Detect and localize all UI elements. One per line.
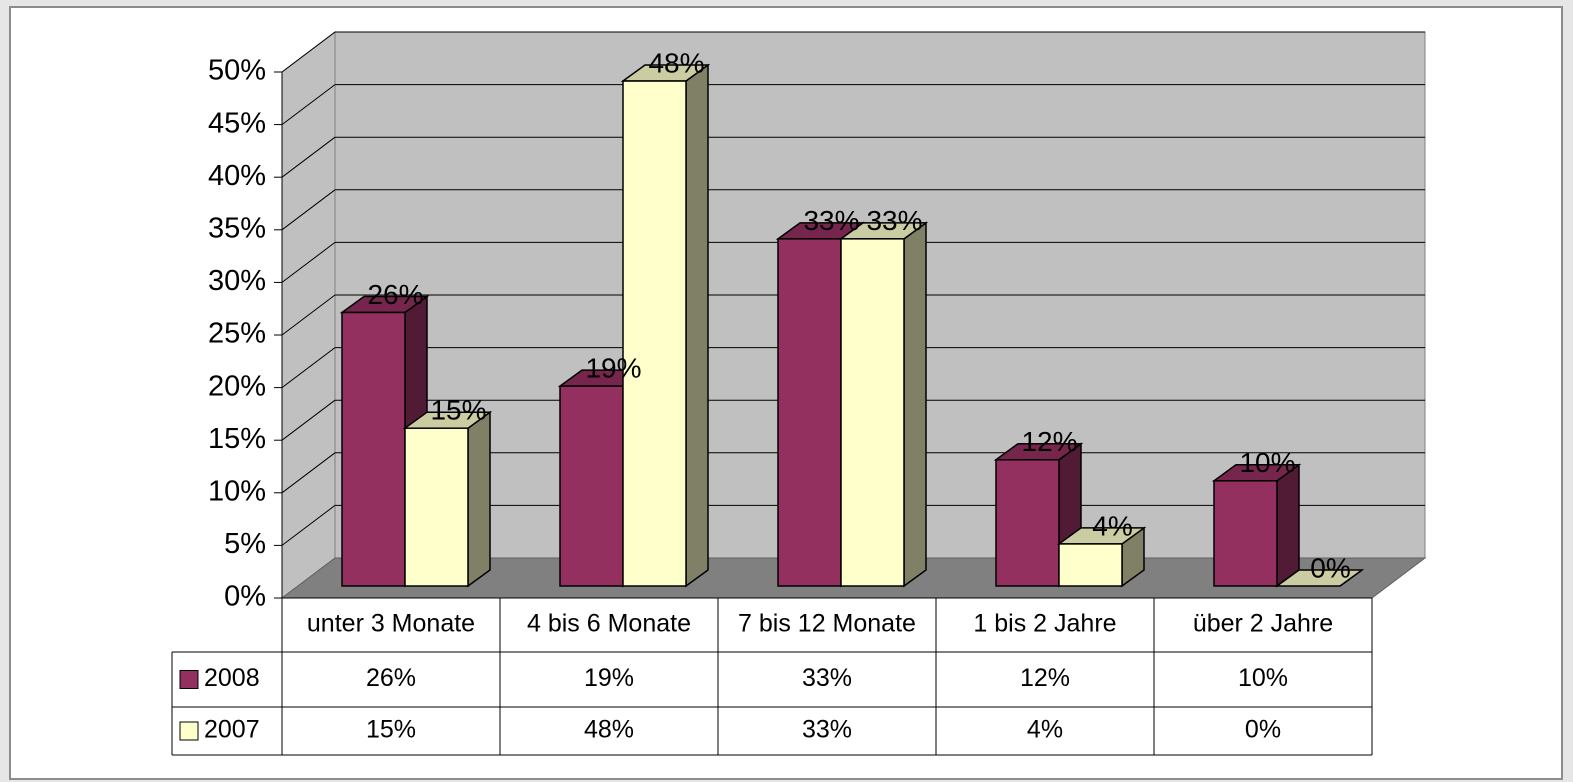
bar (840, 238, 905, 587)
bar (341, 311, 406, 587)
value-label: 48% (648, 47, 704, 78)
legend-swatch (179, 670, 199, 689)
grid-line (281, 136, 336, 178)
bar-top (1274, 569, 1365, 587)
y-tick-label: 15% (208, 423, 266, 455)
value-label: 33% (803, 205, 859, 236)
y-tick-label: 40% (208, 160, 266, 192)
table-cell: 12% (1020, 664, 1070, 692)
table-cell: 0% (1245, 716, 1281, 744)
y-tick-label: 25% (208, 318, 266, 350)
table-cell: 26% (366, 664, 416, 692)
grid-line (281, 347, 336, 388)
grid-line (281, 505, 336, 546)
y-tick-label: 20% (208, 370, 266, 402)
value-label: 4% (1092, 510, 1132, 541)
bar-side (903, 221, 927, 588)
bar-side (685, 63, 709, 588)
grid-line (281, 84, 336, 125)
legend-label: 2008 (204, 664, 260, 692)
bar-side (467, 410, 491, 588)
bar (777, 238, 842, 587)
value-label: 33% (866, 205, 922, 236)
grid-line (281, 242, 336, 283)
bar (995, 459, 1060, 587)
x-tick-label: unter 3 Monate (307, 610, 475, 638)
bar (1213, 480, 1278, 587)
value-label: 19% (585, 353, 641, 384)
bar (404, 427, 469, 587)
x-tick-label: über 2 Jahre (1193, 610, 1333, 638)
y-tick-label: 30% (208, 265, 266, 297)
grid-line (281, 399, 336, 441)
y-tick-label: 0% (224, 581, 266, 613)
table-cell: 33% (802, 664, 852, 692)
y-tick-label: 45% (208, 107, 266, 139)
table-cell: 48% (584, 716, 634, 744)
bar (622, 80, 687, 587)
x-tick-label: 7 bis 12 Monate (738, 610, 916, 638)
bar (1058, 543, 1123, 587)
value-label: 12% (1021, 426, 1077, 457)
table-cell: 33% (802, 716, 852, 744)
value-label: 15% (430, 395, 486, 426)
table-cell: 15% (366, 716, 416, 744)
y-tick-label: 35% (208, 212, 266, 244)
legend-swatch (179, 721, 199, 741)
y-tick-label: 5% (224, 528, 266, 560)
x-tick-label: 1 bis 2 Jahre (973, 610, 1116, 638)
y-tick-label: 10% (208, 475, 266, 507)
value-label: 0% (1310, 552, 1350, 583)
value-label: 10% (1239, 447, 1295, 478)
legend-label: 2007 (204, 716, 260, 744)
x-tick-label: 4 bis 6 Monate (527, 610, 691, 638)
bar (559, 385, 624, 587)
grid-line (281, 452, 336, 494)
y-tick-label: 50% (208, 55, 266, 87)
grid-line (281, 294, 336, 336)
value-label: 26% (367, 279, 423, 310)
grid-line (281, 31, 336, 73)
table-cell: 4% (1027, 716, 1063, 744)
table-cell: 19% (584, 664, 634, 692)
bar-side (1276, 463, 1300, 588)
grid-line (281, 189, 336, 231)
table-cell: 10% (1238, 664, 1288, 692)
